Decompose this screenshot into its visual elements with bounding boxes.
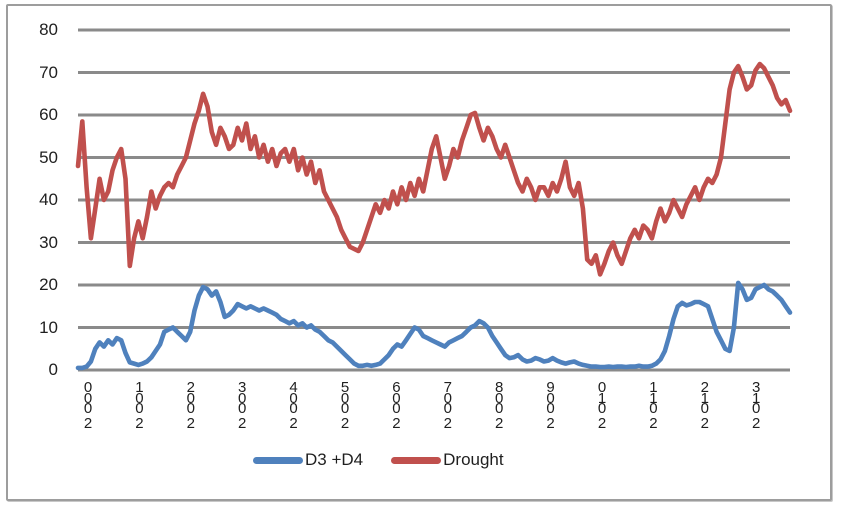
y-axis-tick-label: 50 (39, 147, 58, 167)
y-axis-tick-label: 0 (48, 360, 58, 379)
y-axis-tick-label: 70 (39, 62, 58, 82)
y-axis-tick-label: 10 (39, 317, 58, 337)
legend-swatch-drought-icon (391, 456, 442, 464)
y-axis-tick-label: 30 (39, 232, 58, 252)
legend-item-drought: Drought (391, 450, 504, 470)
legend-label-d3d4: D3 +D4 (305, 450, 364, 469)
legend-swatch-d3d4-icon (253, 456, 303, 464)
series-line-0 (75, 280, 793, 371)
legend-label-drought: Drought (443, 450, 504, 469)
series-line-1 (75, 61, 793, 277)
legend: D3 +D4 Drought (253, 449, 504, 471)
y-axis-tick-label: 60 (39, 105, 58, 124)
y-axis-tick-label: 80 (39, 20, 58, 39)
y-axis-tick-label: 40 (39, 190, 58, 209)
chart-border-frame (6, 4, 832, 501)
legend-item-d3d4: D3 +D4 (253, 450, 363, 470)
y-axis-tick-label: 20 (39, 275, 58, 294)
